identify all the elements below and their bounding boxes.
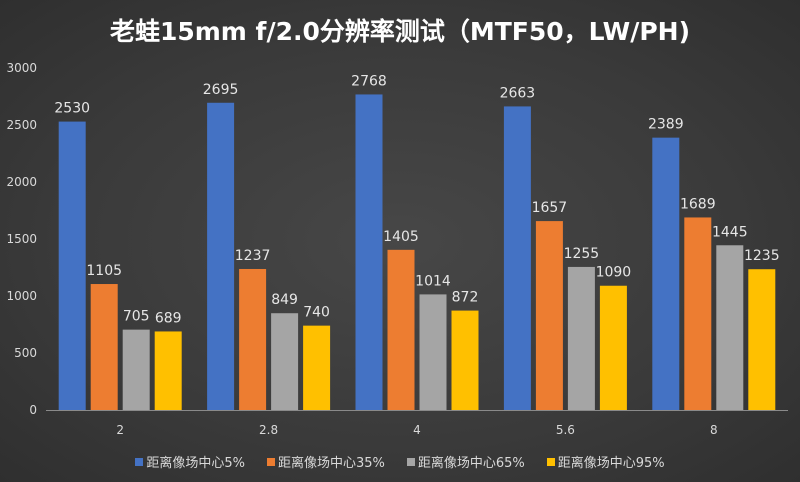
bar bbox=[122, 329, 150, 410]
data-label: 1405 bbox=[383, 229, 419, 245]
legend-item: 距离像场中心65% bbox=[406, 452, 525, 471]
bar bbox=[684, 217, 712, 410]
legend-item: 距离像场中心95% bbox=[546, 452, 665, 471]
data-label: 1255 bbox=[564, 246, 600, 262]
x-tick-label: 5.6 bbox=[556, 423, 575, 437]
data-label: 2389 bbox=[648, 117, 684, 133]
y-tick-label: 500 bbox=[14, 346, 37, 360]
data-label: 1237 bbox=[235, 248, 271, 264]
data-label: 849 bbox=[271, 292, 298, 308]
bar bbox=[58, 121, 86, 410]
legend-item: 距离像场中心5% bbox=[135, 452, 245, 471]
x-tick-label: 2.8 bbox=[259, 423, 278, 437]
legend-swatch bbox=[266, 457, 275, 466]
legend-label: 距离像场中心5% bbox=[146, 456, 245, 471]
bar bbox=[207, 102, 235, 411]
chart-title: 老蛙15mm f/2.0分辨率测试（MTF50，LW/PH) bbox=[109, 17, 691, 46]
bar bbox=[355, 94, 383, 410]
legend-label: 距离像场中心35% bbox=[277, 456, 385, 471]
data-label: 689 bbox=[155, 310, 182, 326]
y-tick-label: 2000 bbox=[6, 175, 37, 189]
y-tick-label: 0 bbox=[29, 403, 37, 417]
data-label: 2768 bbox=[351, 73, 387, 89]
legend-swatch bbox=[135, 457, 144, 466]
bar bbox=[599, 285, 627, 410]
data-label: 2663 bbox=[500, 85, 536, 101]
bar bbox=[271, 313, 299, 410]
data-label: 1235 bbox=[744, 248, 780, 264]
legend-label: 距离像场中心65% bbox=[417, 456, 525, 471]
bar bbox=[503, 106, 531, 410]
bar bbox=[387, 249, 415, 410]
x-tick-label: 4 bbox=[413, 423, 421, 437]
legend-swatch bbox=[546, 457, 555, 466]
y-tick-label: 1500 bbox=[6, 232, 37, 246]
legend-swatch bbox=[406, 457, 415, 466]
legend: 距离像场中心5% 距离像场中心35% 距离像场中心65% 距离像场中心95% bbox=[0, 452, 800, 471]
x-tick-label: 8 bbox=[710, 423, 718, 437]
y-tick-label: 2500 bbox=[6, 118, 37, 132]
bar bbox=[90, 284, 118, 410]
bar bbox=[154, 331, 182, 410]
bar bbox=[239, 268, 267, 410]
data-label: 2695 bbox=[203, 82, 239, 98]
bar bbox=[567, 266, 595, 410]
data-label: 1105 bbox=[86, 263, 122, 279]
data-label: 740 bbox=[303, 305, 330, 321]
y-tick-label: 3000 bbox=[6, 61, 37, 75]
data-label: 1014 bbox=[415, 273, 451, 289]
data-label: 1657 bbox=[532, 200, 568, 216]
legend-item: 距离像场中心35% bbox=[266, 452, 385, 471]
bar bbox=[652, 137, 680, 411]
bar bbox=[535, 221, 563, 410]
bar bbox=[716, 245, 744, 410]
data-label: 1445 bbox=[712, 224, 748, 240]
bar bbox=[303, 325, 331, 410]
legend-label: 距离像场中心95% bbox=[557, 456, 665, 471]
data-label: 1689 bbox=[680, 196, 716, 212]
y-tick-label: 1000 bbox=[6, 289, 37, 303]
data-label: 1090 bbox=[596, 265, 632, 281]
x-tick-label: 2 bbox=[116, 423, 124, 437]
bar bbox=[748, 269, 776, 410]
data-label: 872 bbox=[452, 290, 479, 306]
data-label: 2530 bbox=[54, 101, 90, 117]
bar bbox=[451, 310, 479, 410]
data-label: 705 bbox=[123, 309, 150, 325]
bar bbox=[419, 294, 447, 410]
